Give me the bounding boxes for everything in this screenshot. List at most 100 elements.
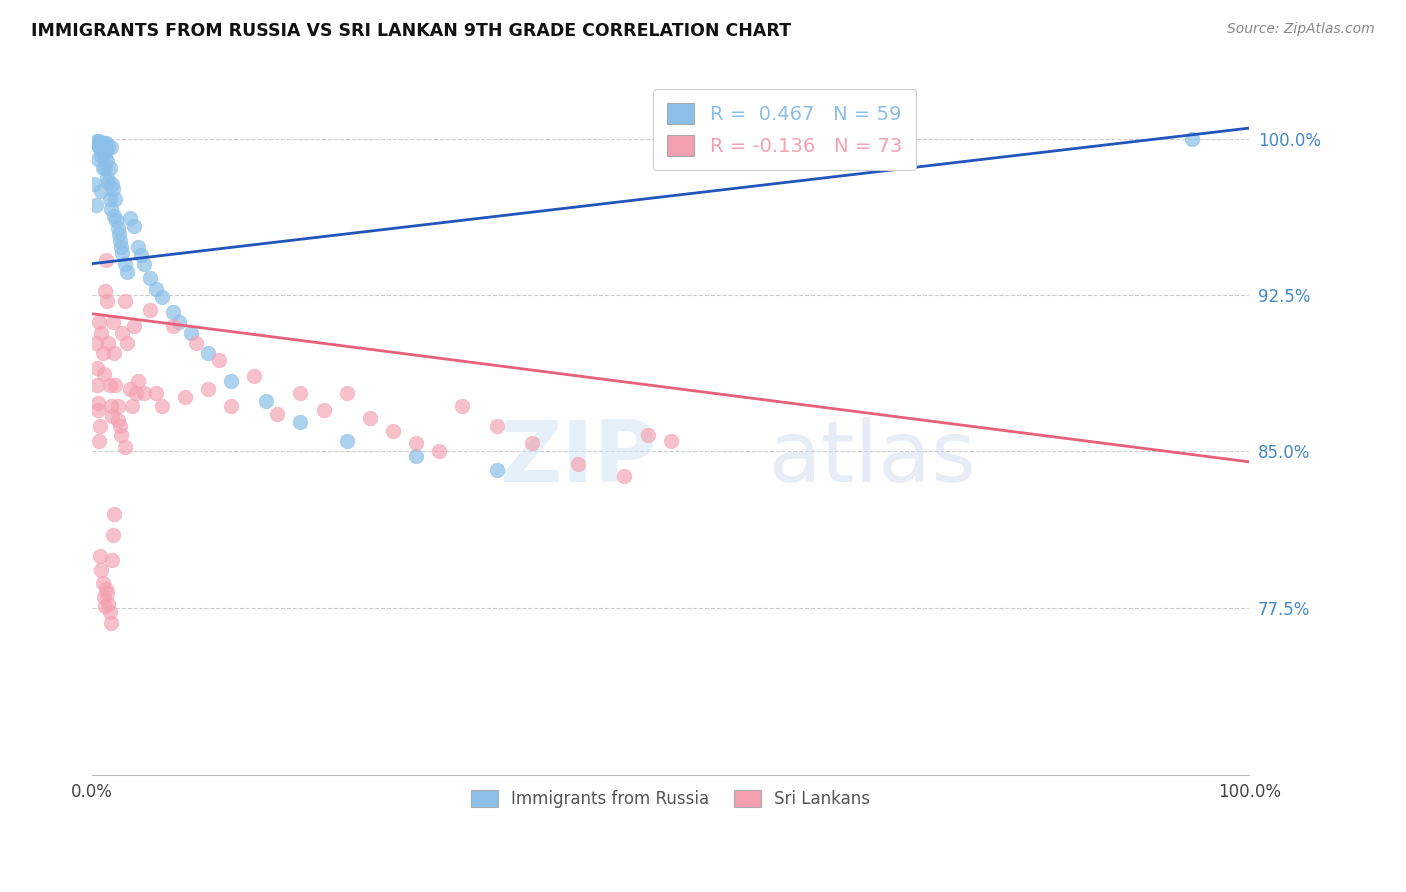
Point [219, 374, 242, 388]
Point [94, 144, 117, 158]
Point [115, 335, 138, 350]
Point [94, 161, 117, 175]
Point [110, 240, 132, 254]
Point [87, 396, 110, 410]
Point [94, 599, 117, 613]
Text: atlas: atlas [769, 417, 977, 500]
Point [84, 198, 107, 212]
Point [91, 161, 114, 175]
Point [94, 582, 117, 596]
Point [219, 399, 242, 413]
Point [96, 586, 118, 600]
Point [107, 399, 129, 413]
Point [100, 399, 122, 413]
Point [486, 463, 509, 477]
Point [103, 507, 125, 521]
Point [613, 469, 636, 483]
Point [120, 382, 142, 396]
Point [312, 402, 335, 417]
Point [134, 386, 156, 401]
Point [94, 150, 117, 164]
Point [405, 449, 427, 463]
Point [87, 315, 110, 329]
Point [91, 144, 114, 158]
Point [100, 615, 122, 630]
Point [96, 154, 118, 169]
Point [101, 409, 124, 423]
Point [145, 386, 167, 401]
Point [111, 246, 134, 260]
Point [93, 136, 115, 150]
Point [91, 575, 114, 590]
Point [162, 304, 184, 318]
Point [96, 171, 118, 186]
Point [134, 257, 156, 271]
Point [105, 213, 128, 227]
Point [110, 427, 132, 442]
Point [208, 352, 231, 367]
Text: ZIP: ZIP [499, 417, 657, 500]
Point [90, 148, 112, 162]
Point [90, 184, 112, 198]
Point [104, 192, 127, 206]
Point [86, 134, 108, 148]
Point [111, 326, 134, 340]
Point [120, 211, 142, 225]
Point [186, 335, 208, 350]
Point [101, 528, 124, 542]
Legend: Immigrants from Russia, Sri Lankans: Immigrants from Russia, Sri Lankans [464, 783, 877, 814]
Point [173, 390, 195, 404]
Point [96, 294, 118, 309]
Point [100, 140, 122, 154]
Point [115, 265, 138, 279]
Point [114, 440, 136, 454]
Point [108, 419, 131, 434]
Point [86, 361, 108, 376]
Point [97, 597, 120, 611]
Point [91, 346, 114, 360]
Point [659, 434, 682, 448]
Point [89, 136, 111, 150]
Point [97, 140, 120, 154]
Point [94, 136, 117, 150]
Point [101, 181, 124, 195]
Point [167, 315, 190, 329]
Point [97, 175, 120, 189]
Point [197, 382, 219, 396]
Point [290, 386, 312, 401]
Point [101, 178, 124, 192]
Point [84, 335, 107, 350]
Point [125, 386, 148, 401]
Point [114, 257, 136, 271]
Point [427, 444, 450, 458]
Point [451, 399, 474, 413]
Point [336, 434, 359, 448]
Point [86, 377, 108, 392]
Point [520, 436, 543, 450]
Point [1180, 131, 1202, 145]
Point [243, 369, 266, 384]
Point [98, 161, 121, 175]
Point [89, 419, 111, 434]
Point [97, 335, 120, 350]
Point [83, 178, 105, 192]
Point [107, 227, 129, 242]
Point [90, 326, 112, 340]
Point [122, 319, 145, 334]
Point [127, 240, 149, 254]
Point [101, 315, 124, 329]
Point [107, 221, 129, 235]
Point [486, 419, 509, 434]
Point [637, 427, 659, 442]
Point [103, 209, 125, 223]
Text: IMMIGRANTS FROM RUSSIA VS SRI LANKAN 9TH GRADE CORRELATION CHART: IMMIGRANTS FROM RUSSIA VS SRI LANKAN 9TH… [31, 22, 792, 40]
Point [254, 394, 277, 409]
Point [567, 457, 589, 471]
Point [405, 436, 427, 450]
Text: Source: ZipAtlas.com: Source: ZipAtlas.com [1227, 22, 1375, 37]
Point [98, 192, 121, 206]
Point [114, 294, 136, 309]
Point [93, 591, 115, 605]
Point [87, 134, 110, 148]
Point [139, 271, 162, 285]
